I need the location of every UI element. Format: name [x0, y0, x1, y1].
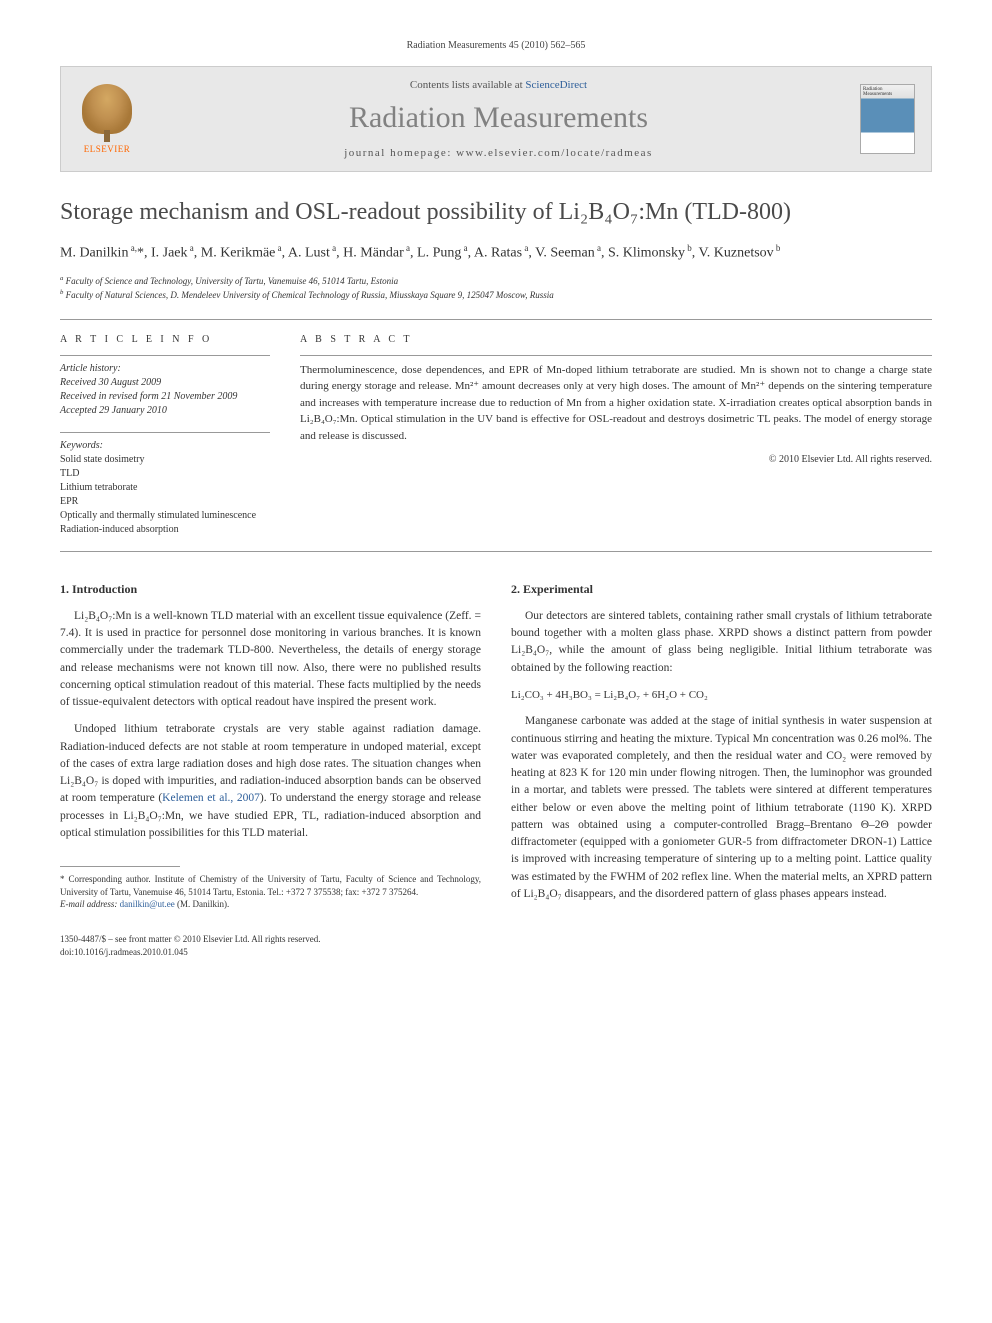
keyword: Optically and thermally stimulated lumin… — [60, 509, 270, 523]
article-title: Storage mechanism and OSL-readout possib… — [60, 197, 932, 228]
header-citation: Radiation Measurements 45 (2010) 562–565 — [60, 40, 932, 51]
footnote-separator — [60, 866, 180, 867]
masthead: ELSEVIER Contents lists available at Sci… — [60, 66, 932, 172]
article-history: Article history: Received 30 August 2009… — [60, 355, 270, 418]
history-revised: Received in revised form 21 November 200… — [60, 390, 270, 404]
keywords-label: Keywords: — [60, 439, 270, 453]
abstract-block: A B S T R A C T Thermoluminescence, dose… — [300, 334, 932, 537]
intro-paragraph-2: Undoped lithium tetraborate crystals are… — [60, 721, 481, 842]
elsevier-tree-icon — [82, 84, 132, 134]
affiliation-b: b Faculty of Natural Sciences, D. Mendel… — [60, 288, 932, 303]
history-received: Received 30 August 2009 — [60, 376, 270, 390]
divider — [60, 551, 932, 552]
elsevier-wordmark: ELSEVIER — [84, 144, 131, 154]
exp-paragraph-2: Manganese carbonate was added at the sta… — [511, 713, 932, 903]
affiliations: a Faculty of Science and Technology, Uni… — [60, 274, 932, 303]
introduction-heading: 1. Introduction — [60, 580, 481, 598]
info-abstract-row: A R T I C L E I N F O Article history: R… — [60, 320, 932, 551]
abstract-copyright: © 2010 Elsevier Ltd. All rights reserved… — [300, 452, 932, 467]
history-label: Article history: — [60, 362, 270, 376]
history-accepted: Accepted 29 January 2010 — [60, 404, 270, 418]
article-info-label: A R T I C L E I N F O — [60, 334, 270, 345]
keyword: TLD — [60, 467, 270, 481]
footnotes: * Corresponding author. Institute of Che… — [60, 873, 481, 911]
doi-line: doi:10.1016/j.radmeas.2010.01.045 — [60, 946, 932, 959]
affiliation-a: a Faculty of Science and Technology, Uni… — [60, 274, 932, 289]
keyword: Lithium tetraborate — [60, 481, 270, 495]
keyword: Solid state dosimetry — [60, 453, 270, 467]
journal-cover-thumbnail: Radiation Measurements — [860, 84, 915, 154]
article-info: A R T I C L E I N F O Article history: R… — [60, 334, 270, 537]
intro-paragraph-1: Li₂B₄O₇:Mn is a well-known TLD material … — [60, 608, 481, 712]
email-line: E-mail address: danilkin@ut.ee (M. Danil… — [60, 898, 481, 911]
exp-paragraph-1: Our detectors are sintered tablets, cont… — [511, 608, 932, 677]
citation-link[interactable]: Kelemen et al., 2007 — [162, 792, 260, 804]
front-matter-line: 1350-4487/$ – see front matter © 2010 El… — [60, 933, 932, 946]
keyword: Radiation-induced absorption — [60, 523, 270, 537]
elsevier-logo: ELSEVIER — [77, 84, 137, 154]
abstract-label: A B S T R A C T — [300, 334, 932, 345]
contents-prefix: Contents lists available at — [410, 79, 525, 91]
abstract-text: Thermoluminescence, dose dependences, an… — [300, 355, 932, 468]
keyword: EPR — [60, 495, 270, 509]
homepage-prefix: journal homepage: — [344, 147, 456, 159]
authors-list: M. Danilkin a,*, I. Jaek a, M. Kerikmäe … — [60, 242, 932, 264]
journal-homepage: journal homepage: www.elsevier.com/locat… — [137, 147, 860, 159]
journal-name: Radiation Measurements — [137, 101, 860, 135]
sciencedirect-link[interactable]: ScienceDirect — [525, 79, 587, 91]
left-column: 1. Introduction Li₂B₄O₇:Mn is a well-kno… — [60, 580, 481, 913]
chemical-reaction: Li₂CO₃ + 4H₃BO₃ = Li₂B₄O₇ + 6H₂O + CO₂ — [511, 687, 932, 704]
page-footer: 1350-4487/$ – see front matter © 2010 El… — [60, 933, 932, 958]
body-columns: 1. Introduction Li₂B₄O₇:Mn is a well-kno… — [60, 580, 932, 913]
keywords: Keywords: Solid state dosimetry TLD Lith… — [60, 432, 270, 537]
masthead-center: Contents lists available at ScienceDirec… — [137, 79, 860, 159]
experimental-heading: 2. Experimental — [511, 580, 932, 598]
email-link[interactable]: danilkin@ut.ee — [120, 899, 175, 909]
contents-available-line: Contents lists available at ScienceDirec… — [137, 79, 860, 91]
right-column: 2. Experimental Our detectors are sinter… — [511, 580, 932, 913]
corresponding-author: * Corresponding author. Institute of Che… — [60, 873, 481, 898]
homepage-url[interactable]: www.elsevier.com/locate/radmeas — [456, 147, 653, 159]
